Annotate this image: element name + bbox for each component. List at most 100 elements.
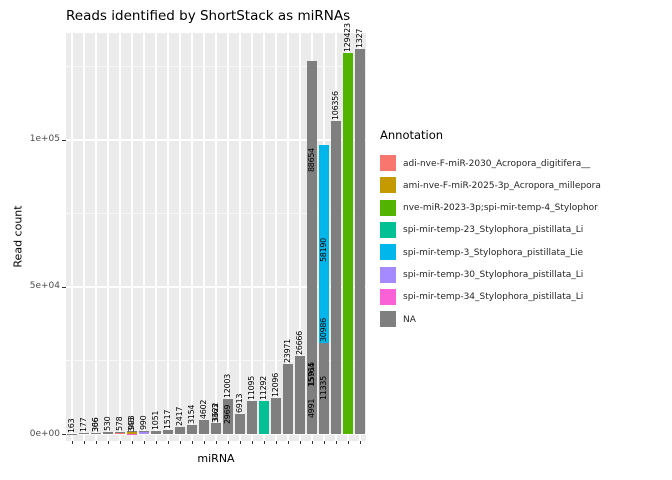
- bar-value-label: 530: [103, 417, 112, 432]
- x-axis-tick: [348, 441, 349, 444]
- gridline-y-major: [66, 433, 366, 435]
- y-axis-title: Read count: [11, 205, 25, 268]
- gridline-x: [155, 33, 157, 441]
- bar-segment: [223, 425, 233, 434]
- bar-segment: [223, 398, 233, 426]
- legend-key-swatch: [380, 221, 396, 238]
- legend-entry-label: spi-mir-temp-34_Stylophora_pistillata_Li: [403, 292, 584, 303]
- bar-value-label: 11095: [247, 376, 256, 401]
- gridline-x: [275, 33, 277, 441]
- gridline-x: [251, 33, 253, 441]
- bar-segment: [307, 61, 317, 174]
- x-axis-tick: [84, 441, 85, 444]
- bar-value-label: 993: [127, 415, 136, 431]
- x-axis-tick: [156, 441, 157, 444]
- bar-segment: [307, 419, 317, 434]
- x-axis-title: miRNA: [197, 452, 235, 465]
- bar-value-label: 2417: [175, 406, 184, 426]
- legend-key-swatch: [380, 266, 396, 283]
- x-axis-tick: [108, 441, 109, 444]
- x-axis-tick: [120, 441, 121, 444]
- legend-title: Annotation: [380, 128, 444, 142]
- x-axis-tick: [192, 441, 193, 444]
- bar-segment: [187, 424, 197, 434]
- legend-key-swatch: [380, 311, 396, 328]
- bar-segment: [271, 398, 281, 434]
- y-axis-tick-label: 1e+05: [29, 134, 60, 145]
- gridline-x: [227, 33, 229, 441]
- gridline-x: [167, 33, 169, 441]
- bar-value-label: 11335: [319, 375, 328, 400]
- bar-segment: [331, 121, 341, 434]
- gridline-x: [287, 33, 289, 441]
- bar-segment: [319, 144, 329, 343]
- bar-segment: [295, 355, 305, 434]
- bar-segment: [199, 420, 209, 434]
- legend-entry-label: spi-mir-temp-30_Stylophora_pistillata_Li: [403, 270, 584, 280]
- legend-key-swatch: [380, 199, 396, 216]
- bar-segment: [259, 400, 269, 434]
- bar-segment: [235, 413, 245, 434]
- bar-segment: [67, 433, 77, 435]
- y-axis-tick-label: 0e+00: [29, 428, 60, 439]
- legend-key-swatch: [380, 155, 396, 171]
- legend-entry-label: adi-nve-F-miR-2030_Acropora_digitifera__: [403, 158, 591, 169]
- bar-segment: [319, 342, 329, 401]
- bar-segment: [343, 53, 353, 434]
- x-axis-tick: [336, 441, 337, 444]
- bar-segment: [283, 363, 293, 434]
- bar-segment: [127, 431, 137, 432]
- x-axis-tick: [168, 441, 169, 444]
- x-axis-tick: [288, 441, 289, 444]
- gridline-x: [95, 33, 97, 441]
- bar-segment: [103, 432, 113, 434]
- x-axis-tick: [312, 441, 313, 444]
- bar-value-label: 11292: [259, 375, 268, 400]
- bar-value-label: 2969: [223, 405, 232, 425]
- bar-segment: [307, 387, 317, 388]
- bar-segment: [79, 433, 89, 435]
- legend-entry-label: ami-nve-F-miR-2025-3p_Acropora_millepora: [403, 180, 601, 191]
- bar-value-label: 23971: [283, 338, 292, 363]
- x-axis-tick: [360, 441, 361, 444]
- gridline-y-minor: [66, 66, 366, 68]
- bar-value-label: 4991: [307, 399, 316, 419]
- bar-segment: [307, 173, 317, 388]
- x-axis-tick: [72, 441, 73, 444]
- bar-value-label: 366: [91, 417, 100, 432]
- x-axis-tick: [132, 441, 133, 444]
- bar-value-label: 12096: [271, 373, 280, 398]
- bar-segment: [163, 429, 173, 434]
- bar-value-label: 578: [115, 416, 124, 432]
- y-axis-tick: [62, 434, 66, 435]
- bar-value-label: 1051: [151, 410, 160, 430]
- gridline-y-minor: [66, 360, 366, 362]
- bar-value-label: 3622: [211, 403, 220, 423]
- bar-segment: [127, 433, 137, 435]
- x-axis-tick: [264, 441, 265, 444]
- x-axis-tick: [96, 441, 97, 444]
- legend-key-swatch: [380, 177, 396, 194]
- bar-segment: [247, 401, 257, 434]
- gridline-x: [299, 33, 301, 441]
- gridline-x: [119, 33, 121, 441]
- bar-segment: [139, 431, 149, 433]
- bar-value-label: 1517: [163, 409, 172, 429]
- bar-segment: [91, 432, 101, 434]
- bar-segment: [211, 424, 221, 434]
- legend-entry-label: spi-mir-temp-23_Stylophora_pistillata_Li: [403, 225, 584, 236]
- bar-value-label: 163: [67, 418, 76, 433]
- y-axis-tick: [62, 286, 66, 288]
- x-axis-tick: [216, 441, 217, 444]
- bar-segment: [127, 431, 137, 434]
- y-axis-tick: [62, 139, 66, 141]
- bar-value-label: 106356: [331, 91, 340, 121]
- x-axis-tick: [144, 441, 145, 444]
- bar-value-label: 990: [139, 415, 148, 431]
- gridline-x: [215, 33, 217, 441]
- bar-value-label: 3154: [187, 404, 196, 424]
- bar-segment: [319, 400, 329, 434]
- gridline-x: [263, 33, 265, 441]
- bar-value-label: 12003: [223, 373, 232, 398]
